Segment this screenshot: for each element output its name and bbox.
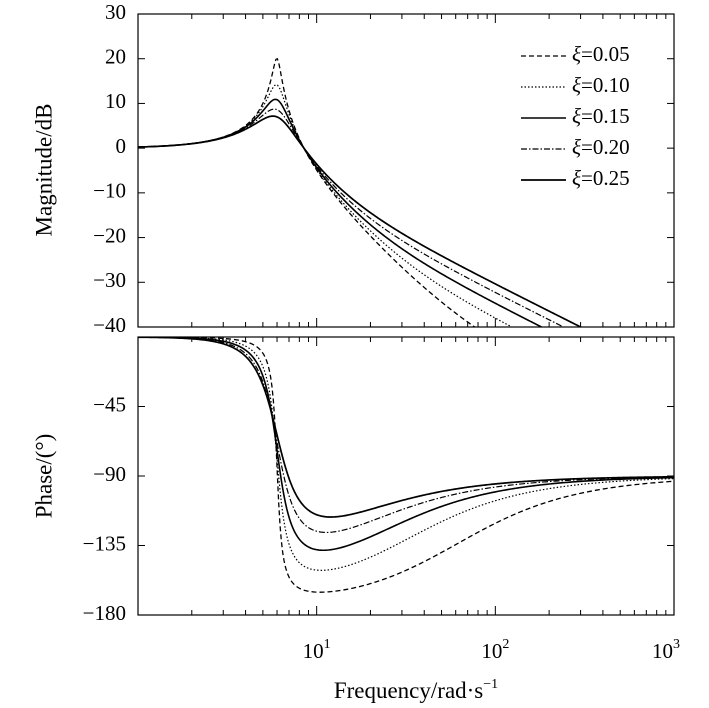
phase-series-line (138, 337, 674, 552)
x-tick-label-base: 10 (303, 639, 324, 663)
legend-entry-label: ξ=0.10 (572, 73, 630, 97)
legend: ξ=0.05ξ=0.10ξ=0.15ξ=0.20ξ=0.25 (521, 42, 630, 190)
phase-y-tick-label: −180 (83, 601, 126, 625)
x-tick-label-exponent: 3 (673, 637, 680, 652)
phase-y-tick-label: −135 (83, 531, 126, 555)
x-tick-label: 103 (652, 637, 680, 663)
legend-entry-symbol: ξ (572, 73, 581, 97)
magnitude-series-line (138, 115, 583, 327)
x-axis-label-superscript: −1 (483, 677, 498, 692)
magnitude-x-ticks (191, 14, 667, 327)
magnitude-y-tick-label: 20 (105, 45, 126, 69)
magnitude-y-tick-label: −20 (93, 223, 126, 247)
phase-y-tick-label: −45 (93, 392, 126, 416)
magnitude-y-tick-label: 30 (105, 0, 126, 24)
phase-plot-frame (137, 336, 675, 616)
phase-y-axis-label: Phase/(°) (31, 434, 56, 519)
magnitude-y-tick-label: −30 (93, 268, 126, 292)
legend-entry-symbol: ξ (572, 104, 581, 128)
magnitude-y-tick-label: 10 (105, 89, 126, 113)
x-tick-label: 102 (481, 637, 509, 663)
phase-y-tick-label: −90 (93, 462, 126, 486)
phase-series-line (138, 337, 674, 518)
magnitude-curves (138, 57, 583, 327)
x-tick-label-exponent: 2 (502, 637, 509, 652)
x-tick-label-exponent: 1 (324, 637, 331, 652)
legend-entry-label: ξ=0.25 (572, 166, 630, 190)
legend-entry-value: =0.20 (581, 135, 630, 159)
magnitude-y-tick-label: −10 (93, 179, 126, 203)
legend-entry-symbol: ξ (572, 42, 581, 66)
magnitude-series-line (138, 108, 565, 327)
legend-entry-value: =0.25 (581, 166, 630, 190)
x-tick-label: 101 (303, 637, 331, 663)
magnitude-series-line (138, 57, 476, 327)
x-axis-label: Frequency/rad·s−1 (334, 677, 498, 703)
magnitude-plot-frame (137, 13, 675, 328)
magnitude-y-tick-label: −40 (93, 313, 126, 337)
x-axis-label-text: Frequency/rad·s (334, 678, 483, 703)
legend-entry-symbol: ξ (572, 166, 581, 190)
legend-entry-label: ξ=0.05 (572, 42, 630, 66)
x-tick-label-base: 10 (481, 639, 502, 663)
phase-series-line (138, 337, 674, 534)
magnitude-y-axis-label: Magnitude/dB (31, 104, 56, 237)
legend-entry-label: ξ=0.20 (572, 135, 630, 159)
legend-entry-label: ξ=0.15 (572, 104, 630, 128)
legend-entry-value: =0.10 (581, 73, 630, 97)
legend-entry-value: =0.05 (581, 42, 630, 66)
x-tick-label-base: 10 (652, 639, 673, 663)
phase-x-ticks (191, 337, 667, 615)
phase-panel: −45 −90 −135 −180 Phase/(°) (31, 336, 675, 625)
phase-series-line (138, 337, 674, 593)
legend-entry-symbol: ξ (572, 135, 581, 159)
x-tick-labels: 101 102 103 (303, 637, 680, 663)
phase-curves (138, 337, 674, 593)
magnitude-y-tick-label: 0 (116, 134, 127, 158)
magnitude-y-ticks: 30 20 10 0 −10 −20 −30 −40 (93, 0, 674, 337)
phase-series-line (138, 337, 674, 571)
legend-entry-value: =0.15 (581, 104, 630, 128)
phase-y-ticks: −45 −90 −135 −180 (83, 392, 674, 625)
